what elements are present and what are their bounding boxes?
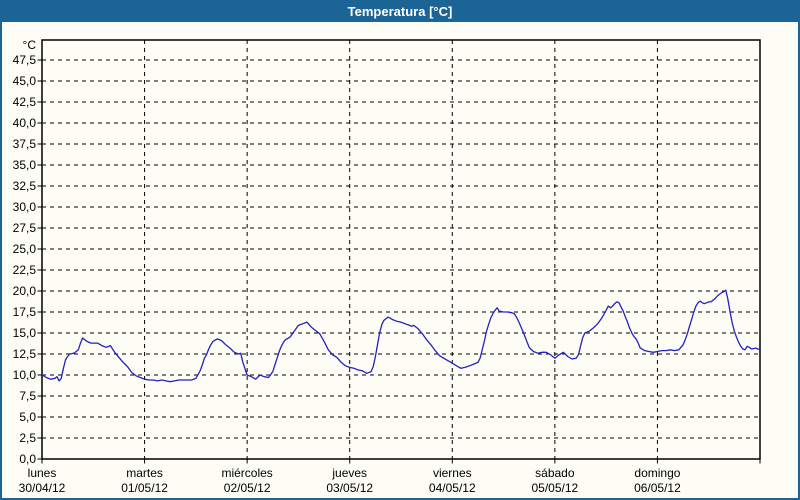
x-axis-date-label: 01/05/12 [121, 481, 168, 495]
x-axis-date-label: 05/05/12 [531, 481, 578, 495]
y-axis-label: 2,5 [19, 431, 36, 445]
x-axis-day-label: viernes [433, 466, 472, 480]
y-axis-label: 15,0 [13, 326, 37, 340]
temperature-chart-svg: 0,0 2,5 5,0 7,5 10,0 12,5 15,0 17,5 20,0 22,5 25,0… [13, 38, 761, 495]
y-axis-label: 12,5 [13, 347, 37, 361]
y-axis-label: 40,0 [13, 116, 37, 130]
x-axis-date-label: 30/04/12 [19, 481, 66, 495]
x-axis-day-label: lunes [28, 466, 57, 480]
y-axis-label: 0,0 [19, 452, 36, 466]
y-axis-label: 27,5 [13, 221, 37, 235]
x-axis-day-label: sábado [535, 466, 575, 480]
x-axis-date-label: 04/05/12 [429, 481, 476, 495]
y-axis-label: 10,0 [13, 368, 37, 382]
y-axis-label: 32,5 [13, 179, 37, 193]
window-title: Temperatura [°C] [347, 4, 453, 19]
x-axis-date-label: 06/05/12 [634, 481, 681, 495]
y-axis-label: 17,5 [13, 305, 37, 319]
y-axis-label: 42,5 [13, 95, 37, 109]
y-axis-label: 45,0 [13, 74, 37, 88]
y-axis-label: 35,0 [13, 158, 37, 172]
y-axis-label: 30,0 [13, 200, 37, 214]
y-axis-label: 7,5 [19, 389, 36, 403]
y-axis-label: 47,5 [13, 53, 37, 67]
temperature-curve [41, 289, 761, 383]
y-axis-label: 25,0 [13, 242, 37, 256]
y-axis-label: 5,0 [19, 410, 36, 424]
window-title-bar: Temperatura [°C] [2, 2, 798, 22]
x-axis-date-label: 03/05/12 [326, 481, 373, 495]
x-axis-day-label: domingo [634, 466, 680, 480]
y-axis-label: 37,5 [13, 137, 37, 151]
y-axis-label: 22,5 [13, 263, 37, 277]
x-axis-date-label: 02/05/12 [224, 481, 271, 495]
x-axis-day-label: miércoles [221, 466, 272, 480]
y-axis-unit-label: °C [23, 38, 37, 52]
x-axis-day-label: jueves [331, 466, 367, 480]
temperature-chart: 0,0 2,5 5,0 7,5 10,0 12,5 15,0 17,5 20,0 22,5 25,0… [2, 22, 798, 498]
y-axis-label: 20,0 [13, 284, 37, 298]
x-axis-day-label: martes [126, 466, 163, 480]
plot-border [41, 39, 761, 460]
